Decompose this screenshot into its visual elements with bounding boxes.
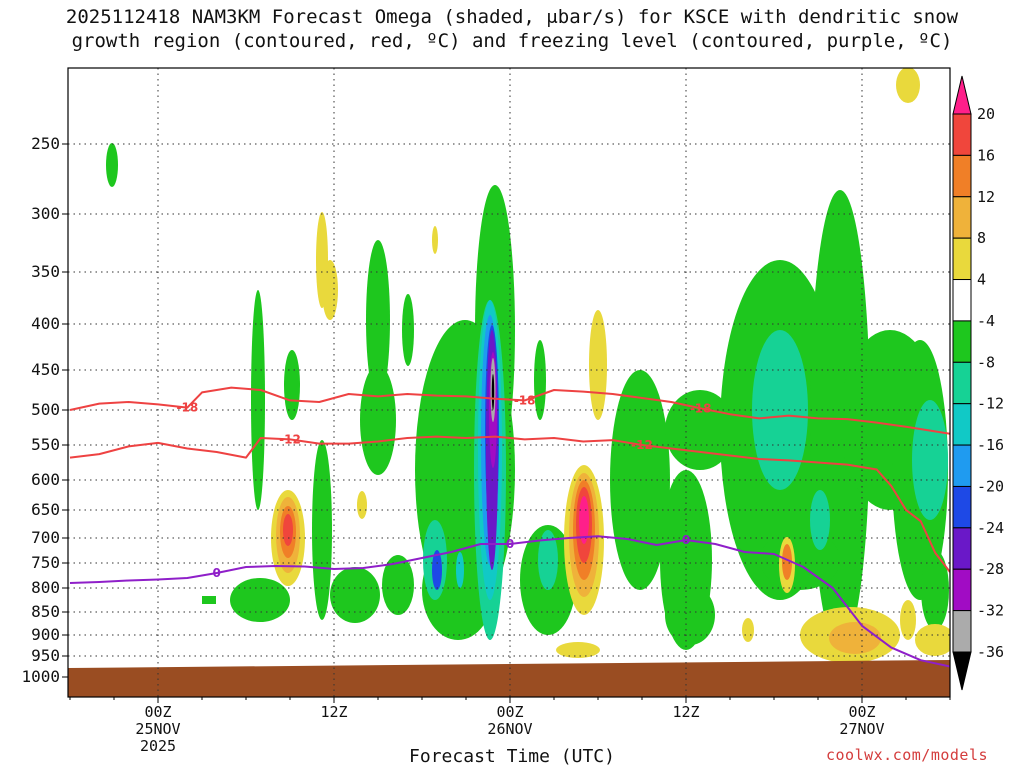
contour-label: -12 [279, 432, 301, 446]
colorbar-segment [952, 196, 972, 239]
temperature-contours [69, 386, 950, 668]
plot-frame [67, 67, 951, 698]
y-axis: 250 300 350 400 450 500 550 600 650 700 750 800 850 9… [21, 134, 68, 686]
colorbar-label: -28 [977, 560, 1004, 578]
y-tick-label: 250 [31, 134, 60, 153]
y-tick-label: 700 [31, 528, 60, 547]
x-tick-label: 27NOV [839, 720, 884, 738]
chart-title-line1: 2025112418 NAM3KM Forecast Omega (shaded… [65, 6, 959, 28]
colorbar-bottom-arrow [952, 651, 972, 691]
x-tick-label: 25NOV [135, 720, 180, 738]
contour-line [69, 435, 950, 573]
colorbar-label: -16 [977, 436, 1004, 454]
x-tick-label: 12Z [672, 703, 699, 721]
contour-label: 0 [212, 566, 220, 580]
omega-shading [106, 68, 950, 663]
colorbar-label: -24 [977, 519, 1004, 537]
contour-line [69, 535, 950, 668]
y-tick-label: 350 [31, 262, 60, 281]
y-tick-label: 650 [31, 500, 60, 519]
x-axis-title: Forecast Time (UTC) [409, 746, 615, 767]
colorbar-label: 4 [977, 271, 986, 289]
colorbar-label: 20 [977, 105, 995, 123]
chart-title-line2: growth region (contoured, red, ºC) and f… [71, 30, 953, 52]
y-tick-label: 400 [31, 314, 60, 333]
colorbar-label: 12 [977, 188, 995, 206]
colorbar-segment [952, 279, 972, 322]
colorbar-label: -8 [977, 353, 995, 371]
x-tick-label: 00Z [144, 703, 171, 721]
colorbar-label: -36 [977, 643, 1004, 661]
x-tick-label: 12Z [320, 703, 347, 721]
colorbar-segment [952, 568, 972, 612]
y-tick-label: 300 [31, 204, 60, 223]
colorbar-label: -20 [977, 477, 1004, 495]
colorbar-segment [952, 361, 972, 405]
colorbar-label: -12 [977, 395, 1004, 413]
colorbar-segment [952, 237, 972, 281]
contour-label: -12 [631, 438, 653, 452]
colorbar-segment [952, 320, 972, 363]
colorbar-segment [952, 154, 972, 198]
x-tick-label: 2025 [140, 737, 176, 755]
colorbar-label: 16 [977, 146, 995, 164]
y-tick-label: 500 [31, 400, 60, 419]
colorbar-segment [952, 527, 972, 570]
y-tick-label: 450 [31, 360, 60, 379]
colorbar-label: 8 [977, 229, 986, 247]
credit-text: coolwx.com/models [826, 746, 989, 764]
ground-shading [68, 660, 950, 697]
contour-labels: -18 -18 -18 -12 -12 0 0 0 [176, 393, 712, 580]
colorbar-segment [952, 485, 972, 529]
colorbar: 20 16 12 8 4 -4 -8 -12 -16 -20 -24 -28 -32 -36 [952, 75, 1004, 691]
y-tick-label: 950 [31, 646, 60, 665]
x-tick-label: 26NOV [487, 720, 532, 738]
contour-label: 0 [506, 537, 514, 551]
contour-label: -18 [514, 393, 536, 407]
colorbar-label: -32 [977, 602, 1004, 620]
colorbar-segment [952, 610, 972, 653]
contour-label: -18 [176, 401, 198, 415]
x-tick-label: 00Z [848, 703, 875, 721]
colorbar-segment [952, 113, 972, 156]
colorbar-segment [952, 444, 972, 487]
y-tick-label: 900 [31, 625, 60, 644]
y-tick-label: 600 [31, 470, 60, 489]
y-tick-label: 800 [31, 578, 60, 597]
colorbar-segment [952, 403, 972, 446]
contour-label: 0 [682, 533, 690, 547]
y-tick-label: 750 [31, 553, 60, 572]
colorbar-label: -4 [977, 312, 995, 330]
contour-line [69, 386, 950, 435]
y-tick-label: 550 [31, 435, 60, 454]
colorbar-top-arrow [952, 75, 972, 115]
y-tick-label: 850 [31, 602, 60, 621]
grid-lines [68, 68, 950, 697]
x-tick-label: 00Z [496, 703, 523, 721]
y-tick-label: 1000 [21, 667, 60, 686]
contour-label: -18 [690, 401, 712, 415]
